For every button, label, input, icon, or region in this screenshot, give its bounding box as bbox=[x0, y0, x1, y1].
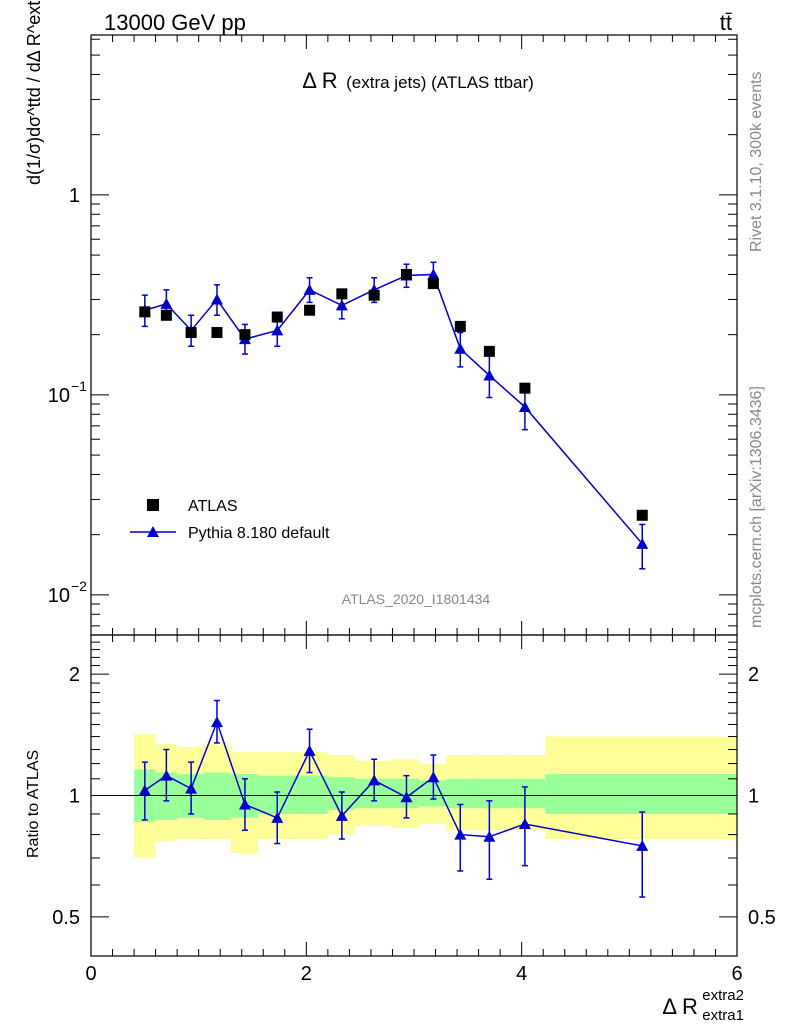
main-y-tick-exponent: −1 bbox=[71, 378, 87, 394]
ylabel-main-text: d(1/σ)dσ^ttd / dΔ R^extra2_extra1 bbox=[24, 0, 45, 185]
mc-point bbox=[271, 324, 284, 336]
ratio-y-tick-label-left: 2 bbox=[69, 664, 80, 686]
legend: ATLAS Pythia 8.180 default bbox=[130, 498, 330, 542]
data-point bbox=[483, 345, 495, 357]
mc-point bbox=[518, 400, 531, 412]
main-title-prefix: Δ R bbox=[302, 68, 337, 93]
data-point bbox=[160, 309, 172, 321]
data-point bbox=[304, 304, 316, 316]
ratio-mc-point bbox=[400, 791, 413, 803]
mc-point bbox=[483, 369, 496, 381]
ratio-mc-point bbox=[368, 774, 381, 786]
ratio-mc-point bbox=[454, 828, 467, 840]
x-tick-label: 0 bbox=[85, 963, 96, 985]
xlabel-sup: extra2 bbox=[702, 987, 744, 1004]
ratio-mc-point bbox=[303, 744, 316, 756]
main-panel: 110−110−2 bbox=[48, 34, 738, 956]
data-point bbox=[636, 509, 648, 521]
legend-mc-label: Pythia 8.180 default bbox=[188, 525, 330, 542]
legend-data-label: ATLAS bbox=[188, 498, 238, 515]
ylabel-main: d(1/σ)dσ^ttd / dΔ R^extra2_extra1 bbox=[24, 0, 45, 185]
data-point bbox=[427, 278, 439, 290]
main-title-rest: (extra jets) (ATLAS ttbar) bbox=[346, 73, 534, 92]
data-point bbox=[336, 288, 348, 300]
ratio-inner-band bbox=[295, 775, 328, 814]
ratio-y-tick-label-right: 0.5 bbox=[748, 907, 776, 929]
xlabel-main: Δ R bbox=[662, 994, 697, 1019]
side-mcplots-label: mcplots.cern.ch [arXiv:1306.3436] bbox=[748, 386, 765, 628]
ratio-mc-point bbox=[210, 716, 223, 728]
mc-point bbox=[636, 537, 649, 549]
data-point bbox=[519, 382, 531, 394]
legend-data-marker bbox=[147, 499, 159, 511]
ratio-panel: 0 2 4 6 2 2 1 1 0.5 0.5 bbox=[52, 634, 776, 985]
header-left: 13000 GeV pp bbox=[104, 10, 246, 35]
mc-point bbox=[335, 299, 348, 311]
mc-point bbox=[303, 283, 316, 295]
xlabel: Δ R extra2 bbox=[662, 987, 744, 1019]
x-tick-label: 2 bbox=[301, 963, 312, 985]
data-point bbox=[211, 327, 223, 339]
ratio-mc-point bbox=[518, 817, 531, 829]
data-point bbox=[400, 268, 412, 280]
ratio-mc-point bbox=[185, 782, 198, 794]
mc-point bbox=[210, 293, 223, 305]
header-right: tt̄ bbox=[720, 10, 732, 35]
ratio-mc-point bbox=[427, 771, 440, 783]
ratio-mc-point bbox=[636, 839, 649, 851]
main-y-tick-label: 10 bbox=[48, 585, 70, 607]
data-point bbox=[368, 289, 380, 301]
mc-point bbox=[160, 297, 173, 309]
main-y-tick-exponent: −2 bbox=[71, 578, 87, 594]
data-point bbox=[271, 311, 283, 323]
ratio-mc-point bbox=[335, 809, 348, 821]
xlabel-sub: extra1 bbox=[702, 1007, 744, 1024]
ratio-y-tick-label-left: 1 bbox=[69, 786, 80, 808]
x-tick-label: 6 bbox=[731, 963, 742, 985]
ratio-y-tick-label-right: 1 bbox=[748, 786, 759, 808]
ratio-mc-point bbox=[271, 811, 284, 823]
ratio-mc-point bbox=[238, 798, 251, 810]
ratio-inner-band bbox=[204, 772, 231, 820]
ratio-mc-point bbox=[160, 769, 173, 781]
ratio-inner-band bbox=[446, 778, 474, 809]
data-point bbox=[139, 306, 151, 318]
mc-point bbox=[454, 342, 467, 354]
legend-mc-marker bbox=[147, 526, 159, 537]
analysis-watermark: ATLAS_2020_I1801434 bbox=[342, 591, 491, 607]
data-point bbox=[239, 329, 251, 341]
mc-point bbox=[427, 268, 440, 280]
data-point bbox=[454, 320, 466, 332]
main-y-tick-label: 1 bbox=[69, 185, 80, 207]
side-rivet-label: Rivet 3.1.10, 300k events bbox=[748, 71, 765, 252]
main-y-tick-label: 10 bbox=[48, 385, 70, 407]
ratio-inner-band bbox=[545, 774, 737, 814]
ratio-y-tick-label-right: 2 bbox=[748, 664, 759, 686]
x-tick-label: 4 bbox=[516, 963, 527, 985]
data-point bbox=[185, 327, 197, 339]
ratio-mc-point bbox=[138, 784, 151, 796]
ratio-y-tick-label-left: 0.5 bbox=[52, 907, 80, 929]
ratio-mc-point bbox=[483, 830, 496, 842]
ylabel-ratio: Ratio to ATLAS bbox=[25, 750, 42, 858]
main-title: Δ R (extra jets) (ATLAS ttbar) bbox=[302, 68, 534, 93]
